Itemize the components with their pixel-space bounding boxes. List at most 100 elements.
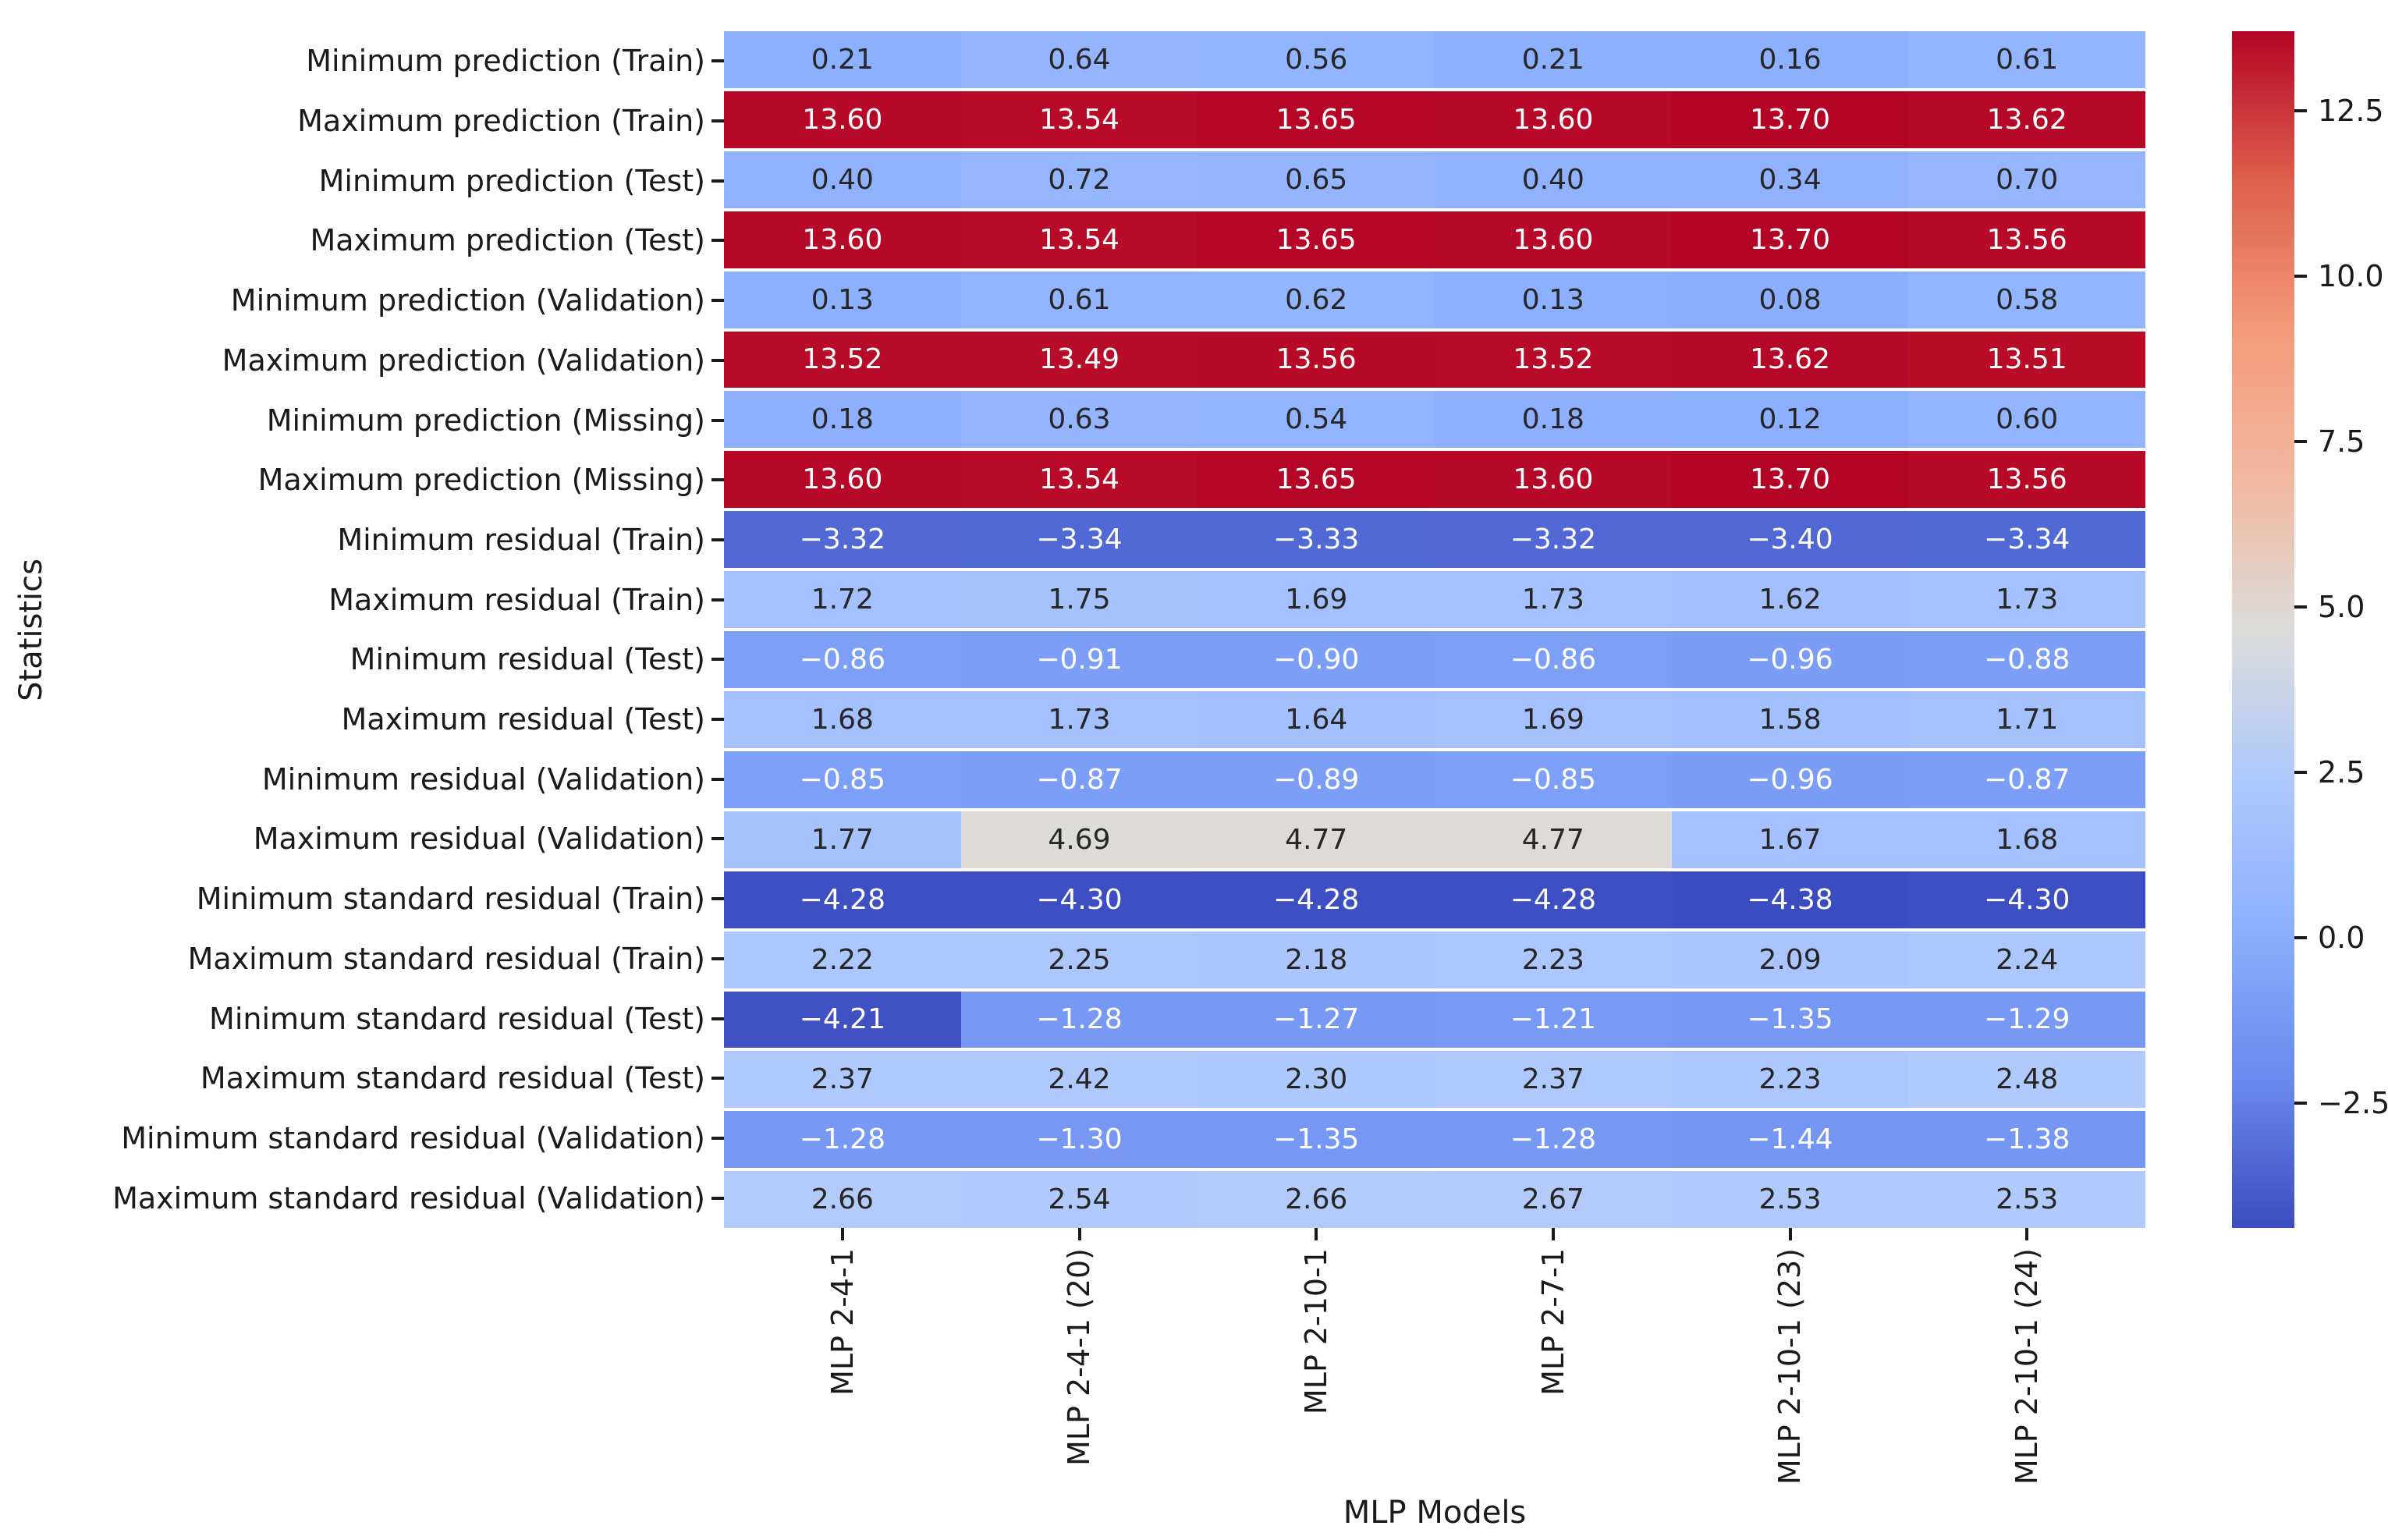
y-tick-label: Maximum standard residual (Train) — [187, 941, 705, 976]
y-tick-label: Maximum prediction (Test) — [310, 223, 705, 258]
heatmap-cell: −1.27 — [1198, 991, 1435, 1049]
heatmap-cell: 1.58 — [1671, 690, 1909, 748]
heatmap-cell: 13.60 — [724, 211, 961, 268]
heatmap-cell: 0.21 — [1435, 31, 1672, 88]
heatmap-cell: 13.54 — [960, 451, 1198, 509]
heatmap-cell: −1.44 — [1671, 1111, 1909, 1169]
y-tick-mark — [711, 538, 724, 541]
heatmap-cell: 13.70 — [1671, 90, 1909, 148]
heatmap-cell: 1.77 — [724, 811, 961, 868]
colorbar-tick-label: 2.5 — [2318, 755, 2365, 790]
heatmap-cell: 2.67 — [1435, 1171, 1672, 1229]
y-tick-label: Maximum standard residual (Test) — [200, 1061, 705, 1096]
heatmap-cell: −0.87 — [1908, 750, 2146, 808]
heatmap-cell: 13.60 — [1435, 211, 1672, 268]
heatmap-row: 2.66 2.54 2.66 2.67 2.53 2.53 — [724, 1171, 2146, 1229]
heatmap-cell: 0.60 — [1908, 391, 2146, 449]
y-axis-label-text: Statistics — [13, 558, 49, 701]
x-tick-label: MLP 2-4-1 (20) — [1062, 1248, 1097, 1466]
heatmap-row: 13.60 13.54 13.65 13.60 13.70 13.62 — [724, 90, 2146, 148]
y-tick-mark — [711, 478, 724, 482]
heatmap-cell: 0.61 — [1908, 31, 2146, 88]
heatmap-row: 0.21 0.64 0.56 0.21 0.16 0.61 — [724, 31, 2146, 88]
heatmap-row: 1.72 1.75 1.69 1.73 1.62 1.73 — [724, 571, 2146, 629]
colorbar-tick-label: 0.0 — [2318, 921, 2365, 956]
y-tick-mark — [711, 1017, 724, 1020]
heatmap-cell: 4.77 — [1435, 811, 1672, 868]
y-tick-mark — [711, 956, 724, 960]
y-tick-label: Minimum prediction (Validation) — [230, 283, 705, 318]
heatmap-cell: 13.56 — [1908, 211, 2146, 268]
heatmap-cell: −4.28 — [1198, 871, 1435, 928]
heatmap-cell: 0.63 — [960, 391, 1198, 449]
heatmap-cell: 1.72 — [724, 571, 961, 629]
heatmap-cell: 0.64 — [960, 31, 1198, 88]
y-tick-label: Maximum residual (Test) — [341, 702, 705, 737]
heatmap-row: −4.28 −4.30 −4.28 −4.28 −4.38 −4.30 — [724, 871, 2146, 928]
heatmap-cell: 2.53 — [1908, 1171, 2146, 1229]
heatmap-row: 0.18 0.63 0.54 0.18 0.12 0.60 — [724, 391, 2146, 449]
colorbar-tick-mark — [2294, 1102, 2307, 1105]
heatmap-row: −3.32 −3.34 −3.33 −3.32 −3.40 −3.34 — [724, 511, 2146, 569]
heatmap-cell: 4.77 — [1198, 811, 1435, 868]
heatmap-cell: −1.30 — [960, 1111, 1198, 1169]
x-tick-label: MLP 2-4-1 — [825, 1248, 860, 1396]
heatmap-cell: 2.66 — [724, 1171, 961, 1229]
heatmap-cell: 2.30 — [1198, 1051, 1435, 1109]
heatmap-cell: 0.08 — [1671, 271, 1909, 328]
x-tick-mark — [2025, 1228, 2029, 1240]
heatmap-cell: 0.62 — [1198, 271, 1435, 328]
heatmap-cell: 2.53 — [1671, 1171, 1909, 1229]
heatmap-row: 2.37 2.42 2.30 2.37 2.23 2.48 — [724, 1051, 2146, 1109]
y-tick-mark — [711, 1077, 724, 1080]
colorbar-tick-label: −2.5 — [2318, 1086, 2388, 1121]
y-tick-mark — [711, 1196, 724, 1200]
heatmap-cell: 13.60 — [1435, 90, 1672, 148]
colorbar-tick-mark — [2294, 936, 2307, 940]
y-tick-label: Minimum prediction (Test) — [318, 163, 705, 198]
heatmap-cell: −0.91 — [960, 631, 1198, 688]
colorbar-tick-label: 7.5 — [2318, 424, 2365, 460]
heatmap-row: −0.86 −0.91 −0.90 −0.86 −0.96 −0.88 — [724, 631, 2146, 688]
heatmap-row: 2.22 2.25 2.18 2.23 2.09 2.24 — [724, 931, 2146, 988]
heatmap-cell: 0.40 — [1435, 151, 1672, 208]
x-tick-mark — [1315, 1228, 1318, 1240]
y-tick-mark — [711, 239, 724, 243]
heatmap-row: 13.60 13.54 13.65 13.60 13.70 13.56 — [724, 451, 2146, 509]
colorbar-tick-label: 12.5 — [2318, 93, 2384, 128]
colorbar-tick-mark — [2294, 274, 2307, 278]
heatmap-cell: −0.90 — [1198, 631, 1435, 688]
x-tick-label: MLP 2-10-1 (23) — [1772, 1248, 1808, 1485]
heatmap-cell: 13.65 — [1198, 90, 1435, 148]
colorbar-tick-mark — [2294, 108, 2307, 112]
heatmap-cell: −0.85 — [724, 750, 961, 808]
y-tick-label: Maximum residual (Train) — [328, 582, 705, 617]
heatmap-cell: −0.96 — [1671, 631, 1909, 688]
heatmap-cell: −3.32 — [1435, 511, 1672, 569]
heatmap-cell: 1.68 — [724, 690, 961, 748]
y-tick-label: Minimum standard residual (Test) — [209, 1001, 705, 1036]
y-tick-label: Minimum residual (Validation) — [261, 761, 705, 797]
y-tick-label: Maximum prediction (Missing) — [257, 463, 705, 498]
heatmap-cell: 1.64 — [1198, 690, 1435, 748]
heatmap-grid: 0.21 0.64 0.56 0.21 0.16 0.61 13.60 13.54 13.65 1… — [724, 31, 2146, 1229]
x-axis-label: MLP Models — [1343, 1495, 1527, 1531]
heatmap-row: −4.21 −1.28 −1.27 −1.21 −1.35 −1.29 — [724, 991, 2146, 1049]
heatmap-cell: 13.60 — [724, 451, 961, 509]
y-tick-label: Minimum prediction (Train) — [306, 44, 705, 79]
heatmap-cell: 0.18 — [1435, 391, 1672, 449]
heatmap-cell: −4.30 — [1908, 871, 2146, 928]
y-tick-mark — [711, 777, 724, 781]
heatmap-cell: 13.52 — [1435, 331, 1672, 389]
heatmap-cell: 13.65 — [1198, 451, 1435, 509]
y-tick-label: Minimum standard residual (Train) — [196, 882, 705, 917]
heatmap-cell: 1.67 — [1671, 811, 1909, 868]
heatmap-cell: −4.21 — [724, 991, 961, 1049]
heatmap-cell: −0.89 — [1198, 750, 1435, 808]
colorbar-tick-mark — [2294, 771, 2307, 775]
heatmap-cell: 1.73 — [960, 690, 1198, 748]
heatmap-cell: 0.18 — [724, 391, 961, 449]
heatmap-cell: 1.68 — [1908, 811, 2146, 868]
heatmap-cell: −4.28 — [724, 871, 961, 928]
